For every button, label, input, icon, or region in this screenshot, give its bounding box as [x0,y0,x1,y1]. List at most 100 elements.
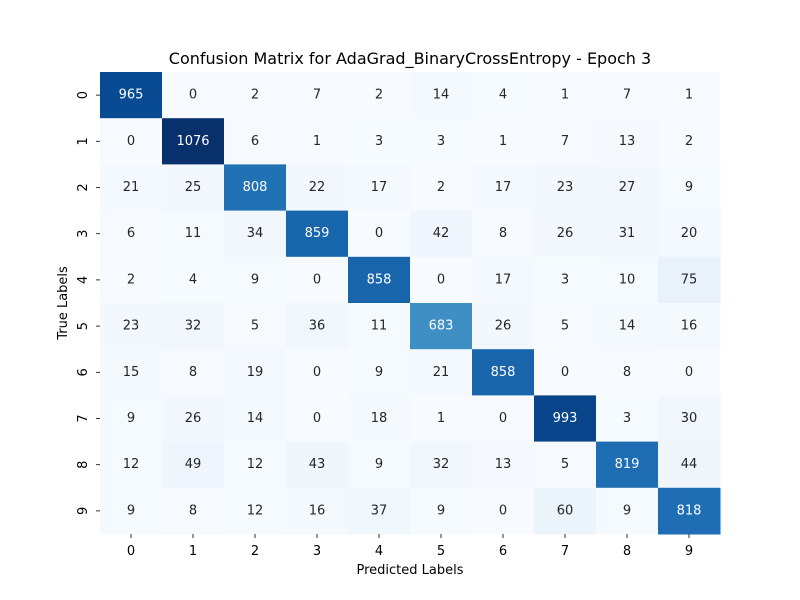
cell-value-label: 0 [313,365,321,380]
cell-value-label: 14 [433,88,450,103]
heatmap-cell [162,487,225,535]
heatmap-cell [100,210,163,258]
cell-value-label: 30 [681,411,698,426]
cell-value-label: 1 [561,88,569,103]
heatmap-cell [348,395,411,443]
cell-value-label: 44 [681,457,698,472]
cell-value-label: 6 [127,226,135,241]
heatmap-cell [410,164,473,212]
heatmap-cell [348,164,411,212]
cell-value-label: 7 [313,88,321,103]
cell-value-label: 9 [375,365,383,380]
cell-value-label: 5 [561,457,569,472]
heatmap-cell [100,441,163,489]
heatmap-cell [596,164,659,212]
cell-value-label: 4 [189,272,197,287]
heatmap-cell [596,349,659,396]
heatmap-cell [472,441,535,489]
heatmap-cell [162,395,225,443]
heatmap-cells [100,72,721,535]
heatmap-cell [410,395,473,443]
cell-value-label: 17 [495,272,512,287]
heatmap-cell [348,303,411,350]
y-tick-label: 5 [76,322,91,330]
heatmap-cell [224,164,287,212]
heatmap-cell [534,210,597,258]
cell-value-label: 9 [127,503,135,518]
heatmap-cell [596,303,659,350]
cell-value-label: 23 [557,180,574,195]
heatmap-cell [658,256,721,304]
cell-value-label: 11 [371,319,388,334]
cell-value-label: 5 [251,319,259,334]
heatmap-cell [472,349,535,396]
heatmap-cell [410,256,473,304]
heatmap-cell [286,210,349,258]
cell-value-label: 7 [623,88,631,103]
heatmap-cell [410,210,473,258]
cell-value-label: 8 [189,365,197,380]
heatmap-cell [596,487,659,535]
heatmap-cell [224,441,287,489]
cell-value-label: 18 [371,411,388,426]
heatmap-cell [100,349,163,396]
heatmap-cell [596,118,659,165]
heatmap-cell [534,441,597,489]
x-tick-label: 7 [561,544,569,559]
heatmap-cell [658,303,721,350]
cell-value-label: 12 [247,457,264,472]
cell-value-label: 3 [623,411,631,426]
cell-value-label: 25 [185,180,202,195]
heatmap-cell [596,210,659,258]
y-tick-label: 2 [76,183,91,191]
cell-value-label: 8 [189,503,197,518]
heatmap-cell [162,441,225,489]
cell-value-label: 13 [619,134,636,149]
cell-value-label: 36 [309,319,326,334]
heatmap-cell [472,487,535,535]
heatmap-cell [534,395,597,443]
heatmap-cell [658,487,721,535]
heatmap-cell [286,395,349,443]
heatmap-cell [410,72,473,119]
heatmap-cell [162,72,225,119]
heatmap-cell [534,303,597,350]
heatmap-cell [472,118,535,165]
heatmap-cell [224,72,287,119]
cell-value-label: 859 [305,226,330,241]
heatmap-cell [534,256,597,304]
cell-value-label: 7 [561,134,569,149]
cell-value-label: 34 [247,226,264,241]
heatmap-cell [658,72,721,119]
cell-value-label: 2 [685,134,693,149]
cell-value-label: 21 [123,180,140,195]
heatmap-cell [286,118,349,165]
x-tick-label: 5 [437,544,445,559]
heatmap-cell [658,349,721,396]
heatmap-cell [658,395,721,443]
cell-value-label: 2 [375,88,383,103]
cell-value-label: 0 [499,503,507,518]
cell-value-label: 32 [433,457,450,472]
cell-value-label: 10 [619,272,636,287]
heatmap-cell [224,210,287,258]
cell-value-label: 9 [375,457,383,472]
cell-value-label: 993 [553,411,578,426]
heatmap-cell [286,256,349,304]
cell-value-label: 16 [681,319,698,334]
cell-value-label: 0 [313,272,321,287]
heatmap-cell [348,72,411,119]
heatmap-cell [162,164,225,212]
cell-value-label: 9 [437,503,445,518]
y-axis-ticks: 0 1 2 3 4 5 6 7 8 9 [76,91,100,515]
cell-value-label: 0 [127,134,135,149]
y-tick-label: 4 [76,276,91,284]
x-tick-label: 1 [189,544,197,559]
heatmap-cell [658,441,721,489]
cell-value-label: 22 [309,180,326,195]
cell-value-label: 14 [247,411,264,426]
heatmap-cell [410,441,473,489]
cell-value-label: 32 [185,319,202,334]
cell-value-label: 26 [185,411,202,426]
heatmap-cell [286,303,349,350]
